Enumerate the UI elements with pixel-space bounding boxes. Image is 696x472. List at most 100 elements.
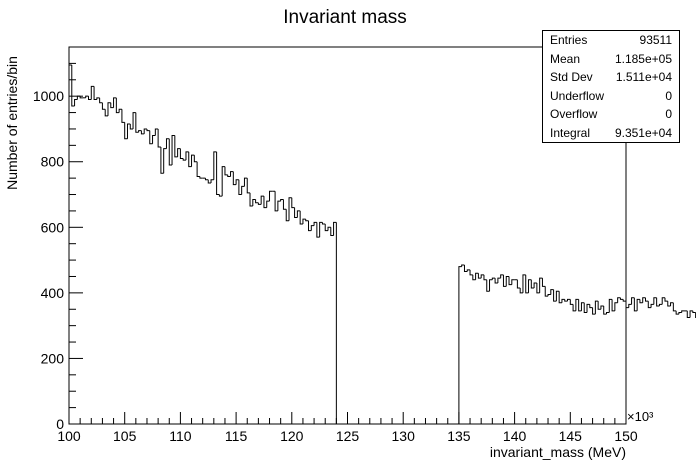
histogram-bin: [71, 65, 75, 107]
histogram-bin: [285, 209, 290, 222]
histogram-bin: [157, 128, 161, 148]
histogram-bin: [177, 148, 181, 157]
histogram-bin: [93, 86, 97, 100]
histogram-bin: [210, 179, 214, 184]
histogram-bin: [269, 190, 273, 202]
histogram-bin: [165, 138, 170, 149]
histogram-bin: [227, 174, 231, 177]
histogram-bin: [606, 312, 610, 315]
histogram-bin: [544, 286, 549, 297]
histogram-bin: [631, 297, 635, 305]
histogram-bin: [475, 272, 479, 280]
stats-value: 9.351e+04: [614, 125, 672, 140]
histogram-bin: [129, 124, 134, 130]
histogram-bin: [204, 178, 209, 181]
y-tick-label: 1000: [33, 88, 64, 104]
histogram-bin: [486, 279, 490, 292]
x-scale-label: ×10³: [627, 409, 654, 424]
histogram-bin: [113, 97, 117, 108]
stats-key: Entries: [550, 33, 588, 47]
histogram-bin: [179, 148, 184, 159]
histogram-bin: [586, 303, 590, 313]
stats-value: 0: [665, 107, 672, 122]
histogram-bin: [533, 282, 537, 288]
histogram-bin: [625, 301, 629, 309]
histogram-bin: [68, 64, 72, 424]
histogram-bin: [152, 135, 156, 144]
x-tick-label: 125: [336, 428, 360, 444]
histogram-bin: [294, 207, 298, 218]
histogram-bin: [653, 297, 657, 305]
histogram-bin: [330, 227, 334, 236]
histogram-bin: [572, 304, 576, 312]
histogram-bin: [519, 287, 523, 294]
histogram-bin: [193, 155, 198, 163]
histogram-bin: [516, 279, 521, 289]
histogram-bin: [491, 277, 496, 280]
histogram-bin: [182, 158, 186, 161]
histogram-bin: [628, 303, 632, 308]
histogram-bin: [575, 298, 579, 311]
histogram-bin: [656, 297, 660, 307]
histogram-bin: [132, 112, 136, 129]
histogram-bin: [681, 310, 685, 313]
stats-key: Mean: [550, 51, 581, 66]
histogram-bin: [592, 307, 596, 315]
y-tick-label: 400: [41, 285, 65, 301]
histogram-bin: [146, 128, 150, 132]
histogram-bin: [672, 302, 677, 312]
histogram-bin: [118, 108, 122, 113]
histogram-bin: [296, 210, 301, 218]
histogram-bin: [135, 112, 139, 133]
histogram-bin: [667, 301, 671, 307]
histogram-bin: [154, 128, 159, 136]
histogram-bin: [494, 278, 498, 284]
histogram-bin: [555, 290, 560, 302]
histogram-bin: [221, 166, 225, 197]
stats-key: Std Dev: [550, 70, 593, 85]
histogram-bin: [255, 199, 259, 204]
histogram-bin: [313, 221, 317, 226]
histogram-bin: [617, 297, 621, 303]
histogram-bin: [661, 297, 665, 305]
histogram-bin: [171, 135, 175, 166]
histogram-bin: [126, 123, 131, 139]
histogram-bin: [260, 195, 264, 205]
histogram-bin: [469, 269, 473, 276]
histogram-bin: [246, 178, 251, 194]
histogram-bin: [639, 299, 643, 304]
histogram-bin: [99, 97, 103, 104]
histogram-bin: [589, 304, 593, 309]
histogram-bin: [511, 279, 515, 285]
histogram-bin: [530, 279, 535, 289]
histogram-bin: [477, 273, 482, 279]
histogram-bin: [104, 109, 108, 117]
histogram-bin: [502, 274, 507, 287]
histogram-bin: [583, 302, 588, 314]
histogram-bin: [160, 146, 164, 174]
x-tick-label: 140: [503, 428, 527, 444]
stats-row: Std Dev 1.511e+04: [543, 68, 679, 87]
histogram-bin: [547, 294, 551, 297]
histogram-bin: [483, 274, 487, 281]
stats-value: 0: [665, 88, 672, 103]
x-tick-label: 115: [225, 428, 248, 444]
stats-box: Entries 93511 Mean 1.185e+05 Std Dev 1.511e+0…: [542, 30, 680, 143]
histogram-bin: [678, 312, 682, 315]
histogram-bin: [74, 98, 78, 107]
histogram-bin: [689, 310, 693, 318]
histogram-bin: [686, 310, 691, 318]
x-axis-label: invariant_mass (MeV): [490, 444, 626, 460]
chart-title: Invariant mass: [283, 7, 407, 28]
histogram-bin: [138, 130, 142, 133]
x-tick-label: 135: [447, 428, 471, 444]
histogram-bin: [299, 210, 303, 225]
histogram-bin: [96, 97, 100, 100]
histogram-bin: [188, 151, 192, 168]
histogram-bin: [168, 138, 173, 166]
histogram-bin: [266, 200, 270, 208]
histogram-bin: [316, 222, 320, 238]
histogram-bin: [274, 191, 278, 212]
x-tick-label: 100: [57, 428, 81, 444]
